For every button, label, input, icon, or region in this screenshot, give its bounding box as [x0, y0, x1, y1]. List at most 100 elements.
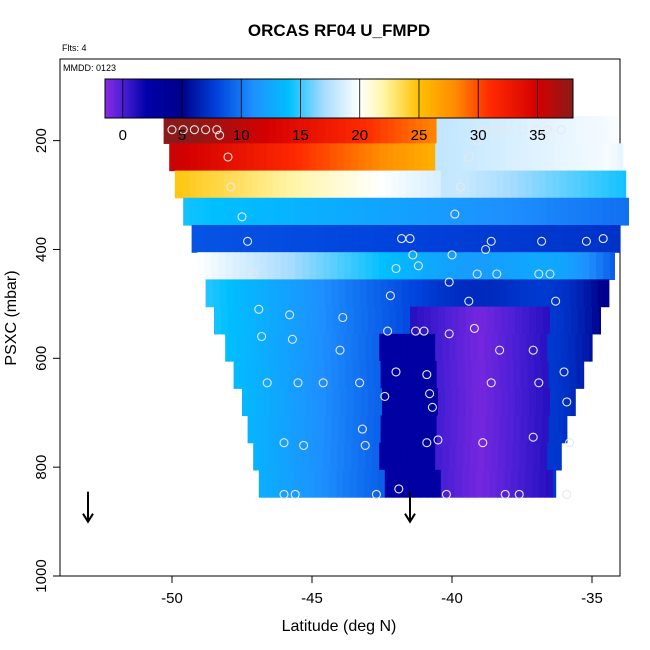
- field-cell: [482, 170, 491, 199]
- field-cell: [225, 197, 233, 226]
- field-cell: [309, 333, 317, 362]
- field-cell: [527, 224, 536, 253]
- field-cell: [190, 143, 198, 172]
- field-cell: [452, 306, 460, 335]
- field-cell: [323, 143, 331, 172]
- field-cell: [471, 415, 480, 444]
- field-cell: [258, 469, 267, 498]
- field-cell: [316, 197, 324, 226]
- sample-point: [248, 269, 258, 279]
- field-cell: [351, 333, 359, 362]
- sample-point: [335, 345, 345, 355]
- field-cell: [568, 143, 576, 172]
- field-cell: [344, 197, 352, 226]
- field-cell: [218, 197, 226, 226]
- field-cell: [435, 197, 443, 226]
- field-cell: [604, 279, 610, 308]
- field-cell: [473, 306, 481, 335]
- field-cell: [463, 252, 471, 280]
- field-cell: [408, 116, 417, 144]
- field-cell: [351, 252, 359, 280]
- field-cell: [583, 279, 592, 308]
- field-cell: [312, 388, 320, 417]
- field-cell: [289, 224, 298, 253]
- field-cell: [372, 333, 380, 362]
- field-cell: [492, 361, 501, 389]
- field-cell: [226, 116, 235, 144]
- field-cell: [293, 170, 302, 199]
- colorbar-tick-label: 35: [529, 127, 546, 144]
- field-cell: [363, 170, 372, 199]
- field-cell: [540, 442, 548, 471]
- field-cell: [596, 143, 604, 172]
- field-cell: [470, 442, 478, 471]
- sample-point: [450, 209, 460, 219]
- field-cell: [587, 170, 596, 199]
- sample-point: [495, 345, 505, 355]
- field-cell: [393, 143, 401, 172]
- field-cell: [263, 388, 271, 417]
- field-cell: [365, 197, 373, 226]
- y-tick-label: 1000: [33, 559, 50, 592]
- field-cell: [214, 306, 222, 335]
- field-cell: [594, 170, 603, 199]
- field-cell: [407, 197, 415, 226]
- field-cell: [484, 333, 492, 362]
- field-cell: [226, 279, 235, 308]
- field-cell: [198, 224, 207, 253]
- field-cell: [277, 388, 285, 417]
- field-cell: [247, 116, 256, 144]
- field-cell: [524, 469, 533, 498]
- field-cell: [253, 252, 261, 280]
- field-cell: [261, 116, 270, 144]
- field-cell: [505, 333, 513, 362]
- field-cell: [295, 143, 303, 172]
- field-cell: [356, 469, 365, 498]
- field-cell: [501, 306, 509, 335]
- field-cell: [445, 388, 453, 417]
- sample-point: [371, 489, 381, 499]
- field-cell: [450, 279, 459, 308]
- field-cell: [534, 279, 543, 308]
- field-cell: [456, 333, 464, 362]
- field-cell: [351, 442, 359, 471]
- field-cell: [480, 306, 488, 335]
- field-cell: [303, 116, 312, 144]
- field-cell: [233, 279, 242, 308]
- field-cell: [253, 442, 261, 471]
- field-cell: [323, 333, 331, 362]
- field-cell: [547, 252, 555, 280]
- field-cell: [349, 170, 358, 199]
- field-cell: [562, 415, 568, 444]
- field-cell: [349, 469, 358, 498]
- field-cell: [424, 388, 432, 417]
- field-cell: [415, 361, 424, 389]
- sample-point: [489, 125, 499, 135]
- field-cell: [219, 224, 228, 253]
- field-cell: [401, 279, 410, 308]
- field-cell: [246, 197, 254, 226]
- field-cell: [400, 252, 408, 280]
- colorbar-ticks: 0 5 10 15 20 25 30 35: [119, 79, 546, 144]
- field-cell: [358, 252, 366, 280]
- field-cell: [379, 442, 387, 471]
- field-cell: [324, 116, 333, 144]
- field-cell: [380, 361, 389, 389]
- field-cell: [375, 388, 383, 417]
- sample-point: [318, 378, 328, 388]
- field-cell: [589, 143, 597, 172]
- flight-arrow-head: [82, 513, 94, 524]
- field-cell: [286, 469, 295, 498]
- sample-point: [223, 152, 233, 162]
- field-cell: [412, 170, 421, 199]
- field-cell: [310, 279, 319, 308]
- field-cell: [380, 415, 389, 444]
- field-cell: [429, 116, 438, 144]
- field-cell: [265, 469, 274, 498]
- field-cell: [522, 388, 530, 417]
- field-cell: [303, 279, 312, 308]
- field-cell: [555, 116, 564, 144]
- field-cell: [491, 333, 499, 362]
- field-cell: [338, 361, 347, 389]
- sample-point: [385, 291, 395, 301]
